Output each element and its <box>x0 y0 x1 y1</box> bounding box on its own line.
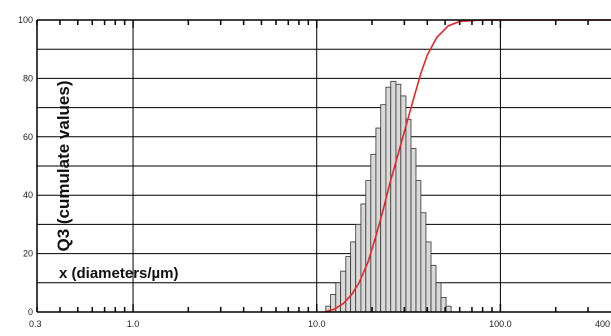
histogram-bar <box>370 153 377 313</box>
histogram-bar <box>360 203 367 313</box>
y-tick-label: 20 <box>23 249 33 259</box>
histogram-bar <box>345 256 352 313</box>
histogram-bar <box>425 241 432 313</box>
histogram-bar <box>430 264 437 313</box>
x-tick-label: 400 <box>595 319 610 329</box>
histogram-bar <box>385 86 392 313</box>
histogram-bar <box>350 241 357 313</box>
y-axis-title: Q3 (cumulate values) <box>54 80 73 251</box>
histogram-bar <box>340 270 347 313</box>
y-tick-label: 80 <box>23 73 33 83</box>
x-tick-label: 100.0 <box>489 319 512 329</box>
histogram-bar <box>395 83 402 313</box>
y-tick-label: 100 <box>18 15 33 25</box>
histogram-bar <box>365 180 372 313</box>
y-tick-label: 60 <box>23 132 33 142</box>
x-tick-label: 10.0 <box>308 319 326 329</box>
tick-labels: 0 20 40 60 80 100 0.3 1.0 10.0 100.0 400 <box>18 15 610 329</box>
histogram-bar <box>420 212 427 313</box>
x-tick-label: 0.3 <box>29 319 42 329</box>
histogram-bar <box>415 180 422 313</box>
histogram-bar <box>390 80 397 313</box>
y-tick-label: 40 <box>23 190 33 200</box>
tick-marks <box>36 19 611 312</box>
y-tick-label: 0 <box>28 307 33 317</box>
histogram-bar <box>445 305 452 313</box>
grid <box>37 19 611 312</box>
x-axis-title: x (diameters/µm) <box>59 265 179 282</box>
histogram-bar <box>435 282 442 313</box>
histogram-bar <box>405 118 412 313</box>
x-tick-label: 1.0 <box>127 319 140 329</box>
histogram-bar <box>410 148 417 313</box>
histogram-bar <box>355 223 362 313</box>
